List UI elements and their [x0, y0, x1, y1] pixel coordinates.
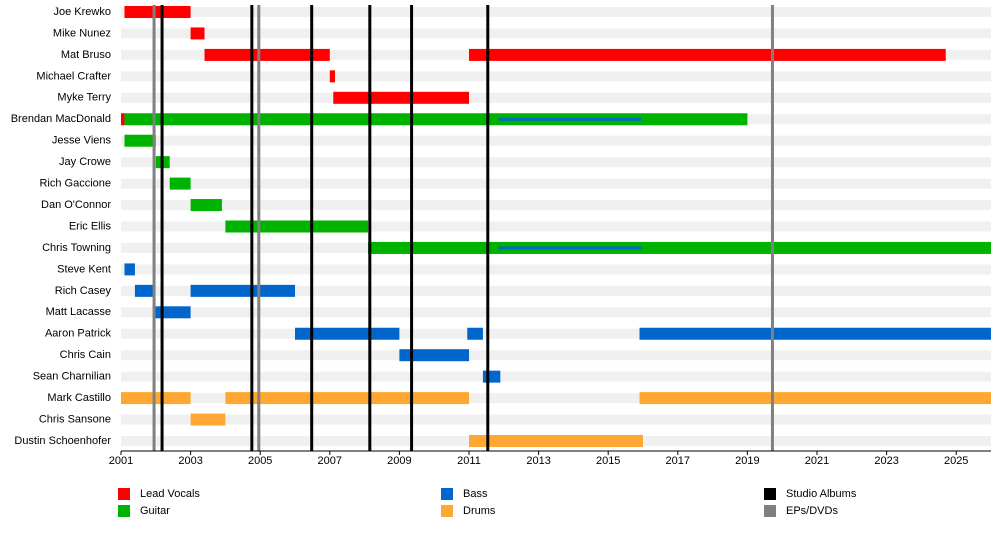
x-tick-label: 2013	[526, 455, 550, 467]
role-bar	[482, 370, 501, 383]
role-bar	[295, 327, 400, 340]
x-tick-label: 2021	[805, 455, 829, 467]
x-tick-label: 2003	[178, 455, 202, 467]
row-label: Jesse Viens	[52, 135, 112, 147]
x-tick-label: 2019	[735, 455, 759, 467]
role-bar	[121, 392, 191, 405]
legend-label: Studio Albums	[786, 488, 857, 500]
row-label: Chris Towning	[42, 242, 111, 254]
legend-swatch	[441, 488, 453, 500]
row-band	[121, 178, 991, 189]
role-bar	[134, 284, 155, 297]
legend-swatch	[118, 488, 130, 500]
role-bar	[154, 306, 191, 319]
row-label: Aaron Patrick	[45, 328, 112, 340]
role-bar	[333, 91, 469, 104]
role-bar	[368, 241, 992, 254]
row-band	[121, 285, 991, 296]
legend-label: Bass	[463, 488, 488, 500]
row-label: Sean Charnilian	[33, 371, 111, 383]
legend-label: EPs/DVDs	[786, 505, 838, 517]
x-tick-label: 2009	[387, 455, 411, 467]
row-label: Jay Crowe	[59, 156, 111, 168]
x-tick-label: 2017	[666, 455, 690, 467]
row-band	[121, 328, 991, 339]
role-bar	[225, 220, 369, 233]
row-label: Joe Krewko	[54, 6, 111, 18]
row-band	[121, 28, 991, 39]
role-bar	[121, 113, 125, 126]
x-tick-label: 2025	[944, 455, 968, 467]
role-bar	[124, 6, 191, 18]
legend-label: Lead Vocals	[140, 488, 200, 500]
row-band	[121, 350, 991, 361]
row-band	[121, 200, 991, 211]
role-bar	[190, 413, 226, 426]
role-bar	[124, 263, 135, 276]
legend-swatch	[118, 505, 130, 517]
role-bar	[639, 327, 991, 340]
legend-swatch	[441, 505, 453, 517]
role-bar	[467, 327, 483, 340]
role-bar	[469, 435, 643, 447]
row-label: Mark Castillo	[47, 392, 111, 404]
role-bar	[190, 199, 222, 212]
row-label: Chris Sansone	[39, 413, 111, 425]
legend-label: Drums	[463, 505, 496, 517]
row-band	[121, 7, 991, 17]
role-bar	[639, 392, 991, 405]
legend-swatch	[764, 505, 776, 517]
x-tick-label: 2011	[457, 455, 481, 467]
secondary-role-bar	[498, 246, 642, 250]
row-band	[121, 414, 991, 425]
row-band	[121, 157, 991, 168]
legend-swatch	[764, 488, 776, 500]
row-band	[121, 135, 991, 146]
role-bar	[190, 27, 205, 40]
role-bar	[469, 48, 946, 61]
row-label: Mat Bruso	[61, 49, 111, 61]
row-label: Dustin Schoenhofer	[14, 435, 111, 447]
row-label: Myke Terry	[57, 92, 111, 104]
row-band	[121, 92, 991, 103]
secondary-role-bar	[498, 117, 642, 121]
role-bar	[225, 392, 469, 405]
row-label: Chris Cain	[60, 349, 111, 361]
x-tick-label: 2007	[318, 455, 342, 467]
legend-label: Guitar	[140, 505, 170, 517]
row-label: Dan O'Connor	[41, 199, 111, 211]
role-bar	[124, 113, 748, 126]
row-band	[121, 71, 991, 82]
x-tick-label: 2001	[109, 455, 133, 467]
row-label: Rich Casey	[55, 285, 112, 297]
row-label: Michael Crafter	[36, 70, 111, 82]
row-band	[121, 393, 991, 404]
row-band	[121, 371, 991, 382]
x-tick-label: 2023	[874, 455, 898, 467]
role-bar	[329, 70, 336, 83]
row-band	[121, 264, 991, 275]
role-bar	[124, 134, 156, 147]
row-label: Mike Nunez	[53, 27, 111, 39]
row-band	[121, 221, 991, 232]
role-bar	[190, 284, 295, 297]
role-bar	[399, 349, 469, 362]
row-label: Rich Gaccione	[39, 178, 111, 190]
row-label: Steve Kent	[57, 263, 111, 275]
row-label: Matt Lacasse	[46, 306, 111, 318]
x-tick-label: 2015	[596, 455, 620, 467]
row-band	[121, 307, 991, 318]
row-label: Brendan MacDonald	[11, 113, 111, 125]
row-label: Eric Ellis	[69, 220, 112, 232]
role-bar	[169, 177, 191, 190]
role-bar	[204, 48, 330, 61]
x-tick-label: 2005	[248, 455, 272, 467]
